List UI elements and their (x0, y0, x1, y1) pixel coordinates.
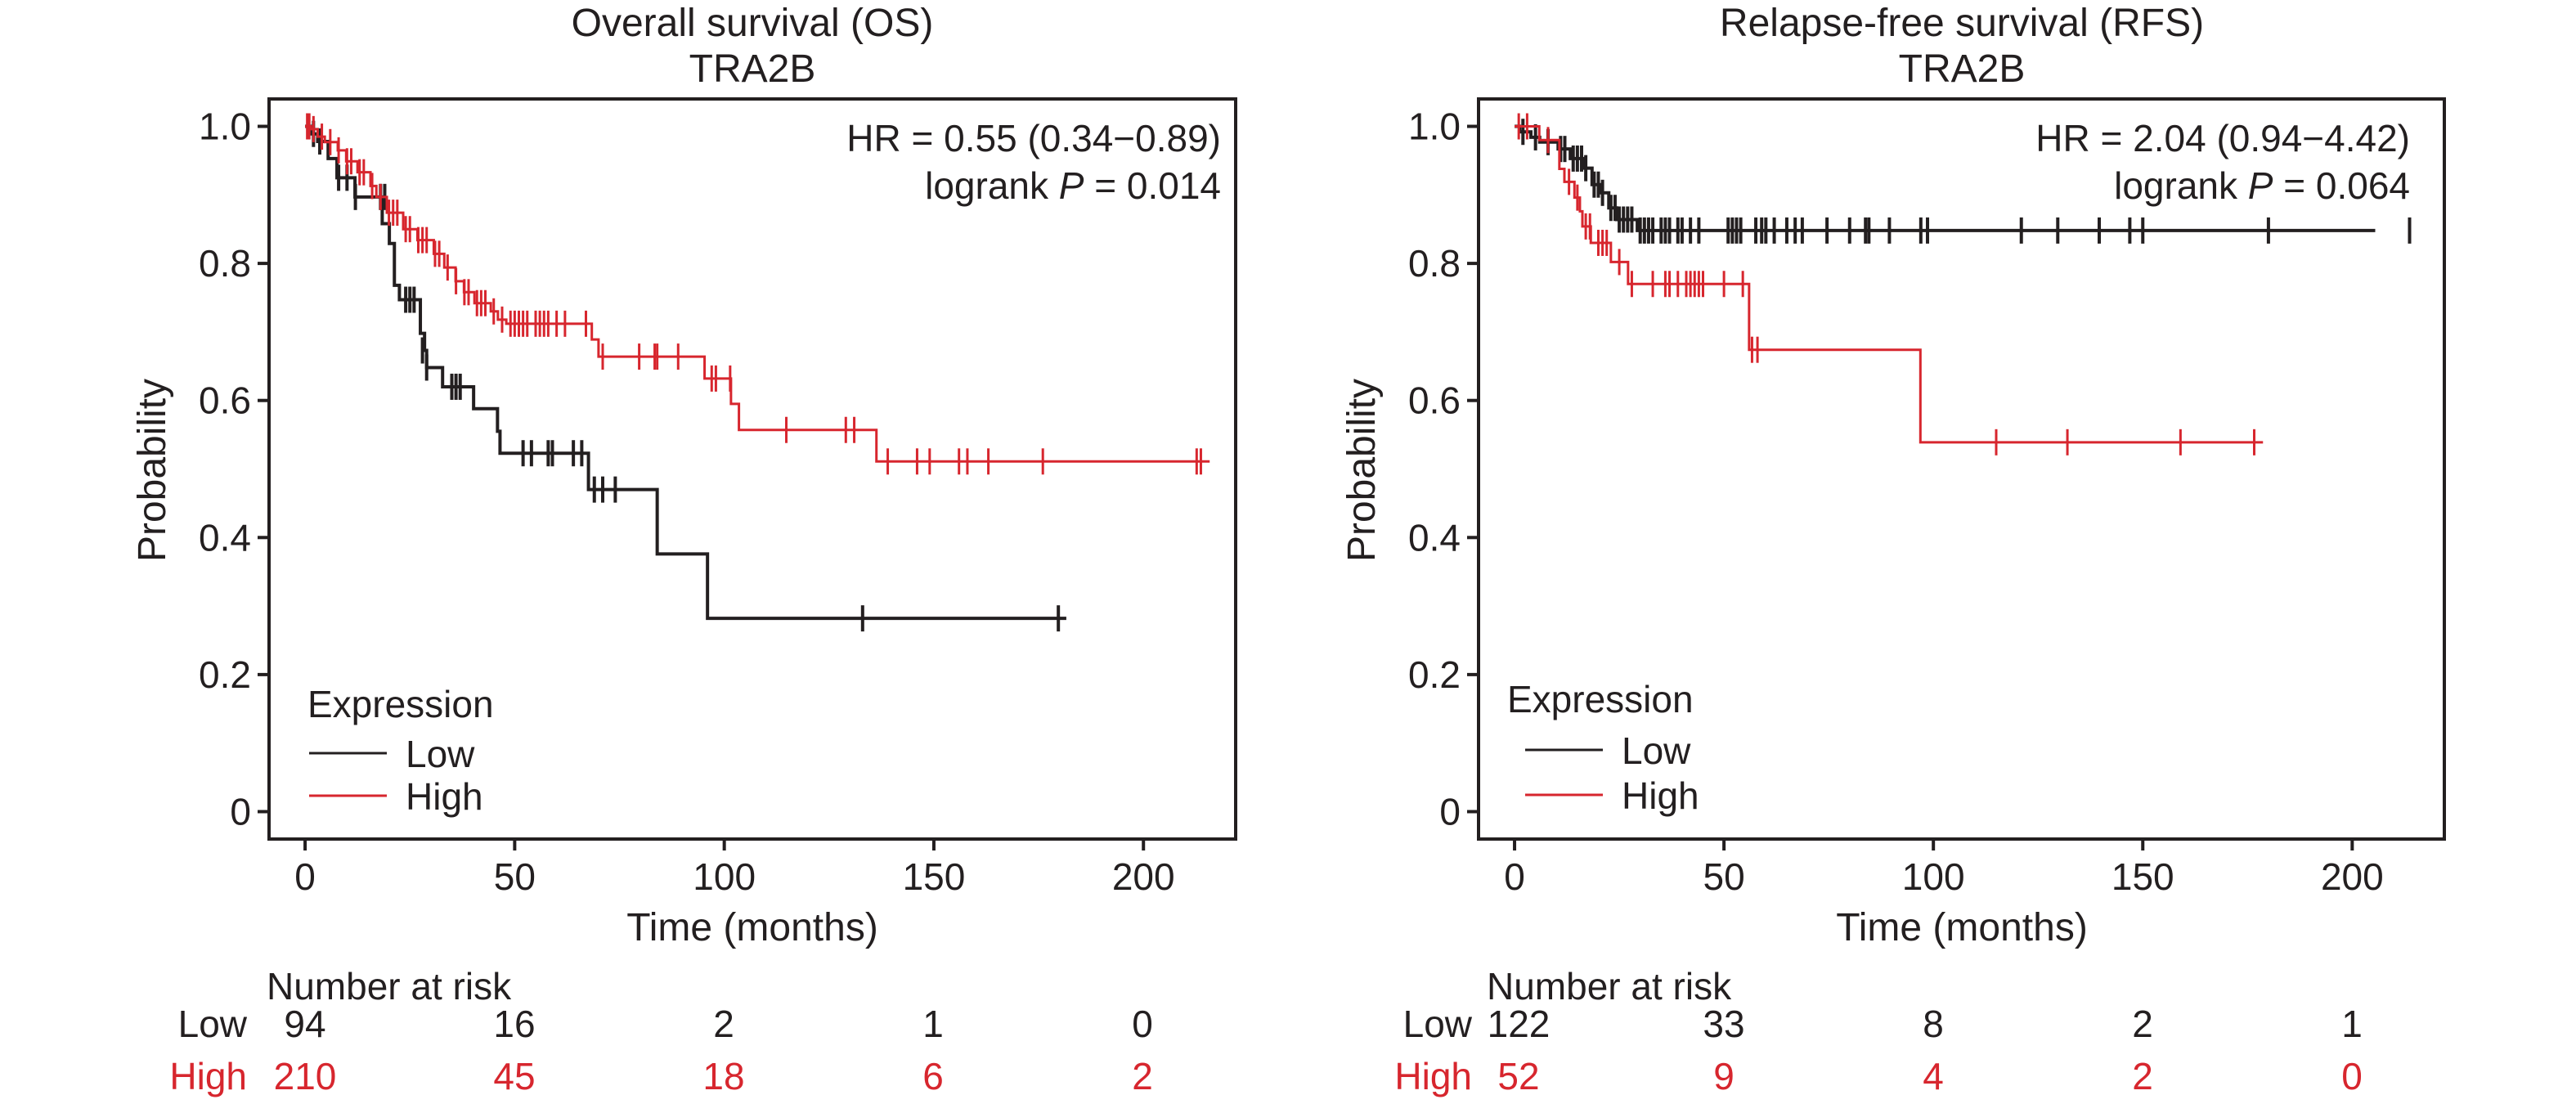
km-curve-low (1515, 124, 2376, 232)
logrank-text: logrank P = 0.014 (925, 164, 1221, 207)
logrank-value: = 0.014 (1084, 164, 1221, 207)
km-curve-high (305, 125, 1210, 463)
legend-title: Expression (307, 683, 494, 725)
chart-subtitle: TRA2B (1899, 47, 2026, 91)
logrank-text: logrank P = 0.064 (2114, 164, 2410, 207)
risk-row-label-high: High (1394, 1055, 1472, 1097)
plot-area: 0 0.2 0.4 0.6 0.8 1.0 0 50 100 150 200 (199, 97, 1237, 898)
y-tick-label: 0.8 (1408, 242, 1461, 285)
km-curve-low (305, 124, 1066, 621)
os-panel: Overall survival (OS) TRA2B 0 0.2 0.4 0.6 0.… (131, 2, 1237, 1097)
x-tick-label: 50 (1703, 855, 1745, 898)
y-tick-label: 0.4 (1408, 516, 1461, 559)
risk-low-100: 8 (1923, 1003, 1944, 1045)
x-axis-label: Time (months) (626, 906, 878, 949)
y-tick-label: 0 (230, 790, 251, 832)
legend-label-low: Low (1622, 729, 1691, 772)
risk-low-150: 1 (922, 1003, 944, 1045)
risk-table-title: Number at risk (267, 965, 512, 1008)
risk-low-200: 0 (1132, 1003, 1153, 1045)
logrank-p-symbol: P (2248, 164, 2273, 207)
risk-low-150: 2 (2132, 1003, 2153, 1045)
hazard-ratio-text: HR = 0.55 (0.34−0.89) (846, 117, 1221, 159)
y-tick-label: 0.6 (199, 379, 251, 422)
x-tick-label: 200 (1112, 855, 1175, 898)
x-tick-label: 100 (693, 855, 756, 898)
y-tick-label: 0.2 (1408, 653, 1461, 696)
risk-row-label-high: High (169, 1055, 247, 1097)
risk-row-label-low: Low (1403, 1003, 1473, 1045)
y-tick-label: 0.4 (199, 516, 251, 559)
x-tick-label: 200 (2321, 855, 2384, 898)
plot-frame (1477, 97, 2446, 841)
x-tick-label: 150 (903, 855, 966, 898)
legend-label-low: Low (406, 733, 475, 775)
hazard-ratio-text: HR = 2.04 (0.94−4.42) (2035, 117, 2410, 159)
logrank-p-symbol: P (1059, 164, 1084, 207)
plot-frame (267, 97, 1237, 841)
chart-subtitle: TRA2B (689, 47, 816, 91)
x-tick-label: 0 (1504, 855, 1525, 898)
y-tick-label: 0.8 (199, 242, 251, 285)
risk-high-150: 2 (2132, 1055, 2153, 1097)
legend: Expression Low High (307, 683, 494, 818)
logrank-value: = 0.064 (2273, 164, 2410, 207)
km-curve-high (1515, 125, 2264, 444)
y-tick-label: 0.2 (199, 653, 251, 696)
risk-low-0: 94 (284, 1003, 325, 1045)
logrank-prefix: logrank (925, 164, 1059, 207)
risk-high-200: 2 (1132, 1055, 1153, 1097)
x-tick-label: 150 (2112, 855, 2174, 898)
legend-label-high: High (1622, 774, 1699, 817)
y-tick-label: 1.0 (199, 105, 251, 148)
y-axis-label: Probability (131, 379, 174, 562)
y-tick-label: 0.6 (1408, 379, 1461, 422)
risk-low-50: 33 (1703, 1003, 1744, 1045)
risk-low-200: 1 (2341, 1003, 2363, 1045)
x-tick-label: 50 (494, 855, 536, 898)
risk-low-50: 16 (493, 1003, 535, 1045)
risk-table: Number at risk Low High 122 33 8 2 1 52 … (1394, 965, 2362, 1097)
plot-area: 0 0.2 0.4 0.6 0.8 1.0 0 50 100 150 200 (1408, 97, 2446, 898)
chart-title: Overall survival (OS) (572, 2, 934, 45)
legend-title: Expression (1507, 678, 1694, 720)
x-axis-label: Time (months) (1836, 906, 2088, 949)
risk-table: Number at risk Low High 94 16 2 1 0 210 … (169, 965, 1152, 1097)
risk-low-0: 122 (1488, 1003, 1551, 1045)
risk-high-50: 9 (1713, 1055, 1735, 1097)
risk-high-0: 210 (274, 1055, 337, 1097)
risk-row-label-low: Low (178, 1003, 248, 1045)
x-tick-label: 0 (294, 855, 316, 898)
risk-high-150: 6 (922, 1055, 944, 1097)
y-axis-label: Probability (1340, 379, 1384, 562)
x-tick-label: 100 (1902, 855, 1965, 898)
risk-high-100: 4 (1923, 1055, 1944, 1097)
chart-title: Relapse-free survival (RFS) (1720, 2, 2204, 45)
rfs-panel: Relapse-free survival (RFS) TRA2B 0 0.2 0.… (1340, 2, 2446, 1097)
legend: Expression Low High (1507, 678, 1699, 817)
risk-table-title: Number at risk (1487, 965, 1732, 1008)
risk-high-50: 45 (493, 1055, 535, 1097)
y-tick-label: 0 (1439, 790, 1461, 832)
logrank-prefix: logrank (2114, 164, 2248, 207)
legend-label-high: High (406, 775, 483, 818)
risk-high-200: 0 (2341, 1055, 2363, 1097)
risk-high-0: 52 (1497, 1055, 1539, 1097)
y-tick-label: 1.0 (1408, 105, 1461, 148)
risk-high-100: 18 (702, 1055, 744, 1097)
risk-low-100: 2 (713, 1003, 734, 1045)
